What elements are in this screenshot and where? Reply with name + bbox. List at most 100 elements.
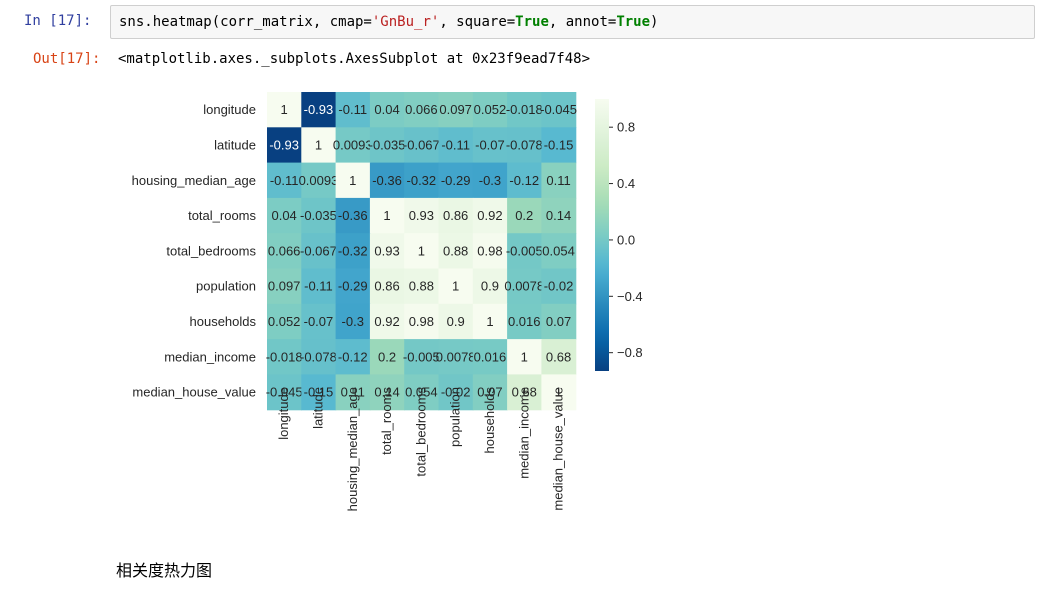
cell-annotation: 0.93: [374, 243, 399, 258]
cell-annotation: -0.005: [506, 243, 543, 258]
cell-annotation: 1: [521, 349, 528, 364]
heatmap-cell: [472, 268, 508, 305]
heatmap-cell: [507, 162, 542, 199]
colorbar-tick-label: 0.0: [617, 232, 635, 247]
cell-annotation: 0.11: [546, 173, 570, 188]
cell-annotation: 0.016: [474, 349, 507, 364]
caption-text: 相关度热力图: [116, 561, 213, 580]
heatmap-cell: [369, 374, 405, 411]
column-tick-label: total_rooms: [379, 387, 394, 455]
cell-annotation: 1: [281, 102, 288, 117]
heatmap-cell: [472, 197, 508, 234]
cell-annotation: 0.016: [508, 314, 541, 329]
cell-annotation: 1: [383, 208, 390, 223]
colorbar-tick-label: 0.8: [617, 120, 635, 135]
cell-annotation: -0.32: [407, 173, 437, 188]
colorbar-tick-label: 0.4: [617, 176, 635, 191]
cell-annotation: -0.3: [479, 173, 501, 188]
input-prompt: In [17]:: [24, 13, 92, 29]
cell-annotation: -0.29: [338, 279, 368, 294]
code-line[interactable]: sns.heatmap(corr_matrix, cmap='GnBu_r', …: [119, 14, 658, 30]
cell-annotation: 0.14: [546, 208, 571, 223]
cell-annotation: -0.078: [300, 349, 337, 364]
heatmap-cell: [335, 374, 371, 411]
cell-annotation: -0.3: [342, 314, 364, 329]
cell-annotation: -0.02: [441, 385, 471, 400]
heatmap-cell: [301, 92, 337, 128]
cell-annotation: -0.93: [304, 102, 334, 117]
heatmap-cell: [301, 233, 337, 270]
heatmap-cell: [438, 162, 474, 199]
cell-annotation: -0.02: [544, 279, 574, 294]
cell-annotation: 0.88: [409, 279, 434, 294]
code-annot-value: True: [616, 14, 651, 30]
cell-annotation: -0.067: [300, 243, 337, 258]
column-tick-label: latitude: [310, 387, 325, 429]
heatmap-cell: [267, 197, 302, 234]
cell-annotation: 0.097: [439, 102, 472, 117]
column-tick-label: housing_median_age: [345, 387, 360, 511]
row-tick-label: latitude: [214, 137, 256, 152]
heatmap-cell: [438, 339, 474, 375]
cell-annotation: 0.097: [268, 279, 301, 294]
code-cmap-string: 'GnBu_r': [371, 14, 440, 30]
heatmap-cell: [507, 197, 542, 234]
heatmap-cell: [507, 374, 542, 411]
heatmap-cell: [507, 339, 542, 375]
heatmap-cell: [541, 127, 577, 164]
cell-annotation: -0.93: [269, 137, 299, 152]
cell-annotation: -0.15: [544, 137, 574, 152]
heatmap-cell: [404, 339, 440, 375]
cell-annotation: 0.07: [546, 314, 571, 329]
heatmap-cell: [438, 268, 474, 305]
cell-annotation: -0.045: [266, 385, 303, 400]
heatmap-cell: [541, 162, 577, 199]
heatmap-cell: [541, 233, 577, 270]
cell-annotation: 0.98: [409, 314, 434, 329]
heatmap-cell: [267, 233, 302, 270]
heatmap-cell: [438, 233, 474, 270]
heatmap-cell: [369, 92, 405, 128]
heatmap-cell: [301, 162, 337, 199]
heatmap-cell: [404, 162, 440, 199]
colorbar-tick-label: −0.8: [617, 345, 643, 360]
cell-annotation: -0.018: [506, 102, 543, 117]
cell-annotation: 0.68: [512, 385, 537, 400]
heatmap-cell: [369, 127, 405, 164]
code-sep-annot: , annot=: [548, 14, 617, 30]
code-input-area[interactable]: sns.heatmap(corr_matrix, cmap='GnBu_r', …: [110, 5, 1035, 39]
heatmap-cell: [507, 92, 542, 128]
cell-annotation: 0.14: [374, 385, 399, 400]
cell-annotation: -0.11: [270, 173, 299, 188]
heatmap-cell: [507, 233, 542, 270]
cell-annotation: 0.93: [409, 208, 434, 223]
heatmap-cell: [438, 92, 474, 128]
heatmap-cell: [267, 127, 302, 164]
cell-annotation: -0.12: [509, 173, 539, 188]
cell-annotation: -0.29: [441, 173, 471, 188]
heatmap-cell: [301, 339, 337, 375]
cell-annotation: -0.11: [304, 279, 333, 294]
heatmap-cell: [267, 374, 302, 411]
heatmap-cell: [404, 197, 440, 234]
heatmap-cell: [404, 92, 440, 128]
cell-annotation: 0.98: [477, 243, 502, 258]
column-tick-label: households: [482, 387, 497, 454]
cell-annotation: -0.07: [475, 137, 505, 152]
cell-annotation: 0.9: [447, 314, 465, 329]
cell-annotation: 0.066: [268, 243, 301, 258]
cell-annotation: 1: [418, 243, 425, 258]
cell-annotation: 0.9: [481, 279, 499, 294]
heatmap-cell: [267, 339, 302, 375]
heatmap-cell: [335, 197, 371, 234]
heatmap-cell: [369, 303, 405, 340]
row-tick-label: median_house_value: [132, 385, 256, 400]
cell-annotation: 0.052: [474, 102, 507, 117]
cell-annotation: -0.035: [369, 137, 406, 152]
heatmap-cell: [267, 303, 302, 340]
heatmap-cell: [335, 92, 371, 128]
cell-annotation: -0.32: [338, 243, 368, 258]
cell-annotation: 0.066: [405, 102, 438, 117]
cell-annotation: 1: [555, 385, 562, 400]
heatmap-cell: [438, 374, 474, 411]
